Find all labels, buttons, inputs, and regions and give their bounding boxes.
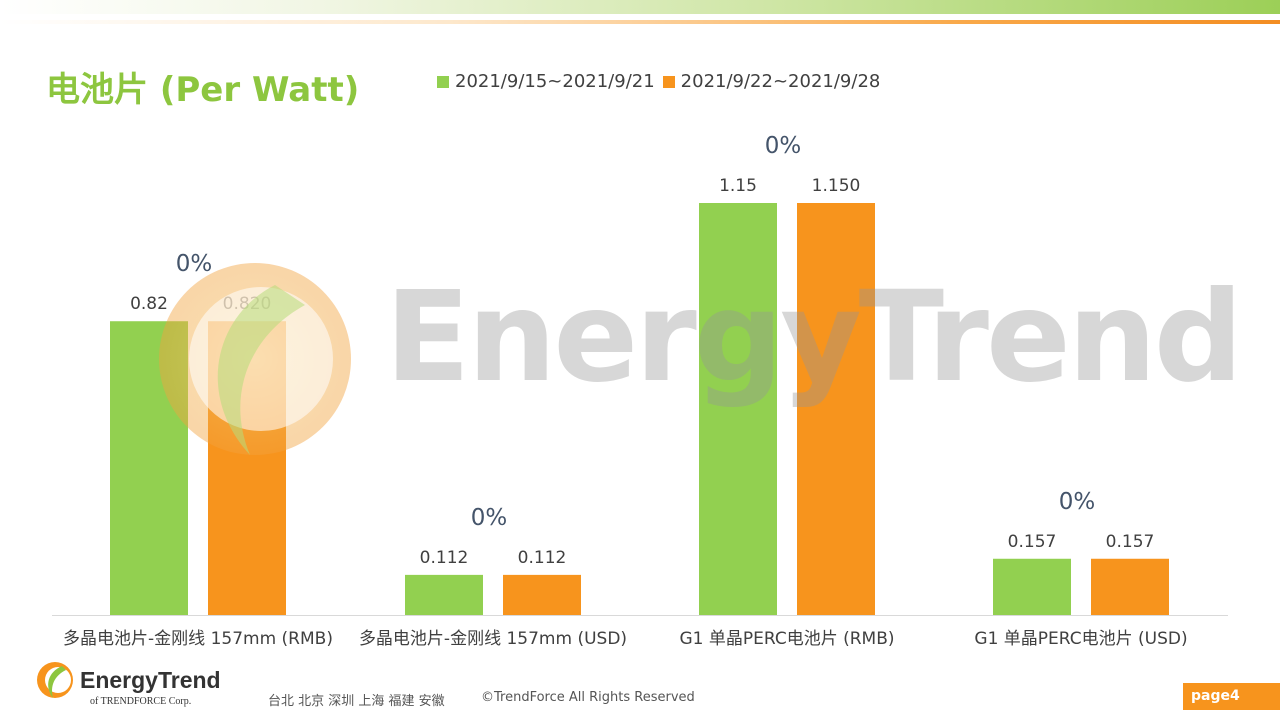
- logo-name: EnergyTrend: [80, 667, 221, 693]
- slide-title: 电池片 (Per Watt): [46, 70, 360, 110]
- legend-item-series-1: 2021/9/15~2021/9/21: [437, 71, 655, 92]
- data-label-series-2-cat-2: 0.112: [518, 548, 567, 568]
- legend-label-series-1: 2021/9/15~2021/9/21: [455, 71, 655, 92]
- legend-item-series-2: 2021/9/22~2021/9/28: [662, 71, 881, 92]
- data-label-series-1-cat-1: 0.82: [130, 294, 168, 314]
- energytrend-logo-icon: [37, 662, 73, 698]
- bar-series-2-cat-3: [797, 203, 875, 615]
- page-number-badge: page4: [1183, 683, 1280, 710]
- data-label-series-1-cat-4: 0.157: [1008, 532, 1057, 552]
- bar-series-2-cat-4: [1091, 558, 1169, 615]
- change-label-cat-1: 0%: [176, 251, 213, 277]
- data-label-series-2-cat-4: 0.157: [1106, 532, 1155, 552]
- footer-cities: 台北 北京 深圳 上海 福建 安徽: [268, 694, 445, 709]
- category-label-4: G1 单晶PERC电池片 (USD): [974, 629, 1187, 649]
- legend-label-series-2: 2021/9/22~2021/9/28: [680, 71, 881, 92]
- footer-copyright: ©TrendForce All Rights Reserved: [481, 690, 695, 705]
- data-label-series-1-cat-2: 0.112: [420, 548, 469, 568]
- data-label-series-2-cat-3: 1.150: [812, 176, 861, 196]
- legend-swatch-series-2: [662, 75, 675, 88]
- bar-series-1-cat-4: [993, 558, 1071, 615]
- change-label-cat-3: 0%: [765, 133, 802, 159]
- data-label-series-1-cat-3: 1.15: [719, 176, 757, 196]
- data-label-series-2-cat-1: 0.820: [223, 294, 272, 314]
- legend-swatch-series-1: [437, 75, 449, 88]
- footer-logo: EnergyTrend of TRENDFORCE Corp.: [36, 660, 226, 716]
- category-label-1: 多晶电池片-金刚线 157mm (RMB): [63, 629, 333, 649]
- bar-series-1-cat-3: [699, 203, 777, 615]
- top-gradient-band: [0, 0, 1280, 14]
- category-label-2: 多晶电池片-金刚线 157mm (USD): [359, 629, 627, 649]
- bar-series-2-cat-2: [503, 574, 581, 615]
- change-label-cat-4: 0%: [1059, 489, 1096, 515]
- bar-series-1-cat-1: [110, 321, 188, 615]
- bar-series-2-cat-1: [208, 321, 286, 615]
- chart-legend: 2021/9/15~2021/9/21 2021/9/22~2021/9/28: [437, 71, 888, 92]
- bar-series-1-cat-2: [405, 574, 483, 615]
- change-label-cat-2: 0%: [471, 505, 508, 531]
- category-label-3: G1 单晶PERC电池片 (RMB): [679, 629, 894, 649]
- top-orange-line: [0, 20, 1280, 24]
- logo-sub: of TRENDFORCE Corp.: [90, 696, 192, 707]
